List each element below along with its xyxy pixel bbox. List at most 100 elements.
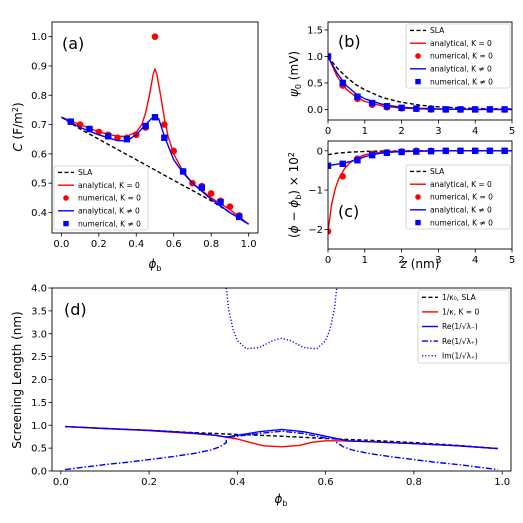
legend-label: SLA: [430, 26, 445, 35]
legend-label: numerical, K ≠ 0: [430, 77, 493, 86]
panel-d-frame: [51, 287, 512, 472]
legend-marker-square: [415, 219, 421, 226]
y-tick-label: 1.0: [31, 421, 47, 432]
data-point-square: [427, 105, 435, 113]
x-tick-label: 4: [472, 126, 478, 137]
data-point-square: [472, 147, 479, 155]
y-tick-label: 0.5: [307, 78, 323, 89]
panel-b-ylabel: ψ0 (mV): [287, 51, 303, 97]
x-tick-label: 3: [435, 255, 441, 266]
data-point-square: [486, 106, 494, 113]
data-point-circle: [114, 134, 121, 142]
legend-label: analytical, K ≠ 0: [430, 65, 492, 74]
legend-label: SLA: [430, 167, 445, 176]
panel-c-frame: [327, 140, 513, 250]
panel-b: 0 1 2 3 4 5 0.0 0.5 1.0 1.5 (b) ψ0 (mV) SLA analyt…: [287, 21, 515, 137]
data-point-square: [328, 162, 332, 169]
legend-box: [417, 289, 510, 364]
data-point-circle: [339, 173, 347, 180]
legend-label: Re(1/√λ₊): [442, 337, 478, 346]
panel-c-legend: SLA analytical, K = 0 numerical, K = 0 anal…: [405, 164, 511, 230]
x-tick-label: 0.0: [53, 477, 69, 488]
x-tick-label: 1.0: [241, 239, 257, 250]
data-point-square: [398, 148, 405, 156]
panel-c-series: [328, 147, 512, 235]
series-line-dotted: [225, 288, 338, 350]
x-tick-label: 1.0: [494, 477, 510, 488]
data-point-square: [413, 148, 420, 155]
y-tick-label: 0.5: [31, 444, 47, 455]
panel-d-ylabel: Screening Length (nm): [10, 311, 24, 449]
data-point-circle: [151, 33, 159, 40]
panel-b-ticks: 0 1 2 3 4 5 0.0 0.5 1.0 1.5: [307, 25, 515, 137]
legend-marker-circle: [415, 194, 421, 200]
data-point-square: [354, 93, 361, 100]
data-point-square: [179, 168, 187, 175]
y-tick-label: 0.7: [31, 120, 47, 131]
x-tick-label: 0: [325, 255, 331, 266]
data-point-square: [354, 157, 361, 164]
data-point-square: [486, 147, 494, 155]
data-point-circle: [226, 203, 234, 210]
data-point-square: [198, 184, 206, 191]
y-tick-label: 2.5: [31, 352, 47, 363]
y-tick-label: 0.0: [307, 105, 323, 116]
y-tick-label: 0.4: [31, 208, 47, 219]
data-point-square: [142, 122, 149, 130]
panel-a-series: [61, 33, 250, 225]
data-point-square: [383, 103, 391, 110]
legend-label: analytical, K = 0: [430, 180, 492, 189]
series-line-dashed: [328, 150, 512, 156]
x-tick-label: 4: [472, 255, 478, 266]
legend-label: numerical, K ≠ 0: [430, 218, 493, 227]
legend-marker-circle: [415, 53, 421, 59]
legend-marker-square: [415, 78, 421, 85]
legend-label: Im(1/√λ₊): [442, 351, 478, 360]
y-tick-label: 0.8: [31, 91, 47, 102]
data-point-square: [501, 147, 508, 155]
x-tick-label: 2: [398, 126, 404, 137]
panel-d: 0.0 0.2 0.4 0.6 0.8 1.0 0.0 0.5 1.0 1.5 2.0 2.5 3.0 3…: [10, 284, 512, 508]
data-point-square: [328, 53, 332, 60]
legend-box: [53, 165, 149, 231]
y-tick-label: 0.0: [31, 467, 47, 478]
legend-box: [405, 164, 511, 230]
data-point-square: [236, 213, 243, 221]
legend-marker-circle: [63, 195, 69, 201]
x-tick-label: 0.6: [318, 477, 334, 488]
x-tick-label: 1: [362, 126, 368, 137]
x-tick-label: 0.4: [128, 239, 144, 250]
data-point-square: [413, 105, 420, 112]
panel-b-series: [328, 53, 512, 113]
panel-d-xlabel: ϕb: [275, 492, 288, 508]
data-point-square: [368, 151, 376, 159]
panel-a-ylabel: C (F/m2): [11, 102, 25, 151]
x-tick-label: 2: [398, 255, 404, 266]
data-point-square: [442, 147, 449, 155]
panel-c-xlabel: z (nm): [400, 257, 440, 271]
data-point-square: [398, 104, 405, 112]
legend-label: analytical, K ≠ 0: [78, 207, 140, 216]
panel-b-legend: SLA analytical, K = 0 numerical, K = 0 anal…: [405, 23, 511, 89]
data-point-square: [123, 136, 131, 143]
x-tick-label: 0.0: [53, 239, 69, 250]
x-tick-label: 3: [435, 126, 441, 137]
panel-a-label: (a): [62, 34, 84, 53]
y-tick-label: 4.0: [31, 284, 47, 295]
data-point-square: [457, 147, 464, 155]
y-tick-label: 0: [317, 146, 323, 157]
data-point-square: [217, 199, 224, 206]
data-point-square: [339, 79, 346, 87]
x-tick-label: 0.6: [166, 239, 182, 250]
legend-label: numerical, K = 0: [430, 193, 493, 202]
legend-label: Re(1/√λ₋): [442, 322, 478, 331]
legend-label: numerical, K = 0: [430, 52, 493, 61]
panel-d-legend: 1/κ₀, SLA 1/κ, K = 0 Re(1/√λ₋) Re(1/√λ₊) Im(…: [417, 289, 510, 364]
x-tick-label: 5: [509, 255, 515, 266]
panel-d-ticks: 0.0 0.2 0.4 0.6 0.8 1.0 0.0 0.5 1.0 1.5 2.0 2.5 3.0 3…: [31, 284, 510, 489]
y-tick-label: 0.5: [31, 179, 47, 190]
data-point-square: [427, 148, 435, 155]
data-point-square: [501, 106, 508, 113]
legend-box: [405, 23, 511, 89]
